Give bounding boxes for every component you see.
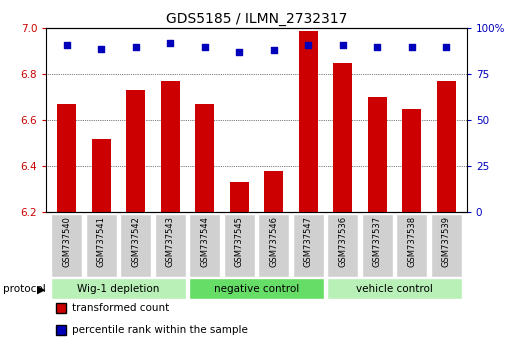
- Bar: [264, 171, 283, 212]
- Bar: [368, 97, 387, 212]
- Text: GSM737547: GSM737547: [304, 216, 313, 267]
- Bar: [333, 63, 352, 212]
- Bar: [437, 81, 456, 212]
- Bar: [92, 139, 111, 212]
- Text: Wig-1 depletion: Wig-1 depletion: [77, 284, 160, 293]
- Text: GDS5185 / ILMN_2732317: GDS5185 / ILMN_2732317: [166, 12, 347, 27]
- Text: GSM737543: GSM737543: [166, 216, 175, 267]
- Text: GSM737541: GSM737541: [97, 216, 106, 267]
- Bar: [195, 104, 214, 212]
- Bar: [126, 90, 145, 212]
- FancyBboxPatch shape: [86, 214, 117, 276]
- Text: GSM737545: GSM737545: [235, 216, 244, 267]
- FancyBboxPatch shape: [293, 214, 324, 276]
- Point: [270, 47, 278, 53]
- Text: ▶: ▶: [37, 284, 46, 294]
- Text: GSM737537: GSM737537: [372, 216, 382, 267]
- Text: negative control: negative control: [214, 284, 299, 293]
- Bar: [57, 104, 76, 212]
- Text: protocol: protocol: [3, 284, 45, 294]
- FancyBboxPatch shape: [327, 278, 462, 299]
- FancyBboxPatch shape: [430, 214, 462, 276]
- Point: [442, 44, 450, 50]
- FancyBboxPatch shape: [51, 214, 83, 276]
- Text: GSM737536: GSM737536: [338, 216, 347, 267]
- FancyBboxPatch shape: [189, 214, 220, 276]
- Bar: [299, 30, 318, 212]
- Point: [407, 44, 416, 50]
- Point: [97, 46, 106, 51]
- FancyBboxPatch shape: [327, 214, 358, 276]
- Text: GSM737544: GSM737544: [200, 216, 209, 267]
- Bar: [402, 109, 421, 212]
- FancyBboxPatch shape: [224, 214, 255, 276]
- FancyBboxPatch shape: [121, 214, 151, 276]
- Point: [132, 44, 140, 50]
- Point: [166, 40, 174, 46]
- FancyBboxPatch shape: [51, 278, 186, 299]
- Text: GSM737546: GSM737546: [269, 216, 278, 267]
- Point: [373, 44, 381, 50]
- Point: [339, 42, 347, 48]
- FancyBboxPatch shape: [189, 278, 324, 299]
- Text: percentile rank within the sample: percentile rank within the sample: [72, 325, 248, 335]
- Text: GSM737540: GSM737540: [63, 216, 71, 267]
- FancyBboxPatch shape: [258, 214, 289, 276]
- Bar: [161, 81, 180, 212]
- Point: [235, 50, 243, 55]
- Text: vehicle control: vehicle control: [356, 284, 433, 293]
- Point: [304, 42, 312, 48]
- FancyBboxPatch shape: [362, 214, 392, 276]
- FancyBboxPatch shape: [396, 214, 427, 276]
- Text: transformed count: transformed count: [72, 303, 169, 313]
- Point: [201, 44, 209, 50]
- Point: [63, 42, 71, 48]
- Text: GSM737538: GSM737538: [407, 216, 416, 267]
- Text: GSM737542: GSM737542: [131, 216, 141, 267]
- Bar: [230, 182, 249, 212]
- Text: GSM737539: GSM737539: [442, 216, 450, 267]
- FancyBboxPatch shape: [155, 214, 186, 276]
